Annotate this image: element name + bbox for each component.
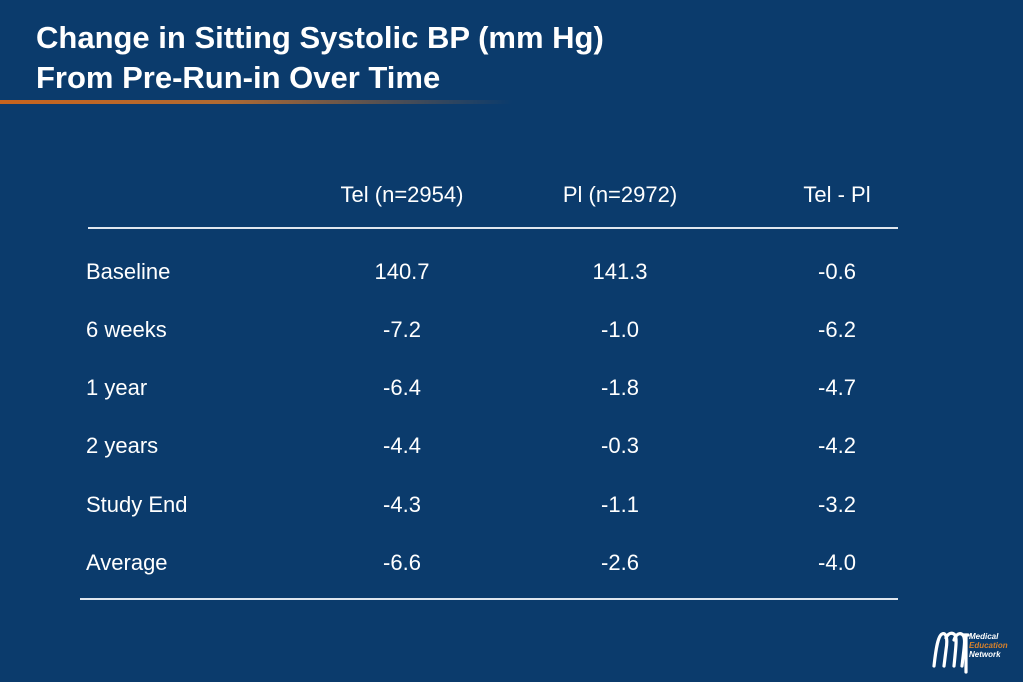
header-diff: Tel - Pl <box>803 182 871 207</box>
header-pl: Pl (n=2972) <box>562 182 678 207</box>
cell-diff: -0.6 <box>818 259 856 284</box>
row-label: 1 year <box>86 375 148 400</box>
cell-pl: -1.8 <box>601 375 639 400</box>
row-label: 2 years <box>86 433 159 458</box>
table-row: 6 weeks -7.2 -1.0 -6.2 <box>0 316 1023 346</box>
medical-education-network-logo: Medical Education Network <box>930 626 1014 674</box>
table-rule-bottom <box>80 598 898 600</box>
cell-tel: -4.3 <box>383 492 421 517</box>
cell-pl: 141.3 <box>592 259 648 284</box>
table-row: 2 years -4.4 -0.3 -4.2 <box>0 432 1023 462</box>
cell-pl: -0.3 <box>601 433 639 458</box>
header-tel: Tel (n=2954) <box>340 182 464 207</box>
table-row: 1 year -6.4 -1.8 -4.7 <box>0 374 1023 404</box>
logo-text-line-3: Network <box>969 650 1001 659</box>
row-label: Average <box>86 550 168 575</box>
cell-diff: -4.7 <box>818 375 856 400</box>
row-label: Baseline <box>86 259 171 284</box>
mem-logo-mark-icon <box>932 631 970 674</box>
cell-diff: -6.2 <box>818 317 856 342</box>
cell-pl: -2.6 <box>601 550 639 575</box>
cell-diff: -3.2 <box>818 492 856 517</box>
row-label: Study End <box>86 492 188 517</box>
title-underline <box>0 100 640 104</box>
cell-tel: 140.7 <box>374 259 430 284</box>
logo-text: Medical Education Network <box>969 632 1008 659</box>
cell-tel: -6.4 <box>383 375 421 400</box>
row-label: 6 weeks <box>86 317 167 342</box>
logo-text-line-2: Education <box>969 641 1008 650</box>
cell-tel: -4.4 <box>383 433 421 458</box>
title-line-1: Change in Sitting Systolic BP (mm Hg) <box>36 20 604 55</box>
table-rule-top <box>88 227 898 229</box>
table-row: Baseline 140.7 141.3 -0.6 <box>0 258 1023 288</box>
table-row: Study End -4.3 -1.1 -3.2 <box>0 491 1023 521</box>
title-line-2: From Pre-Run-in Over Time <box>36 60 441 95</box>
table-row: Average -6.6 -2.6 -4.0 <box>0 549 1023 579</box>
logo-text-line-1: Medical <box>969 632 999 641</box>
cell-pl: -1.0 <box>601 317 639 342</box>
cell-tel: -6.6 <box>383 550 421 575</box>
cell-pl: -1.1 <box>601 492 639 517</box>
cell-diff: -4.2 <box>818 433 856 458</box>
slide-title: Change in Sitting Systolic BP (mm Hg) Fr… <box>36 18 936 98</box>
cell-diff: -4.0 <box>818 550 856 575</box>
cell-tel: -7.2 <box>383 317 421 342</box>
